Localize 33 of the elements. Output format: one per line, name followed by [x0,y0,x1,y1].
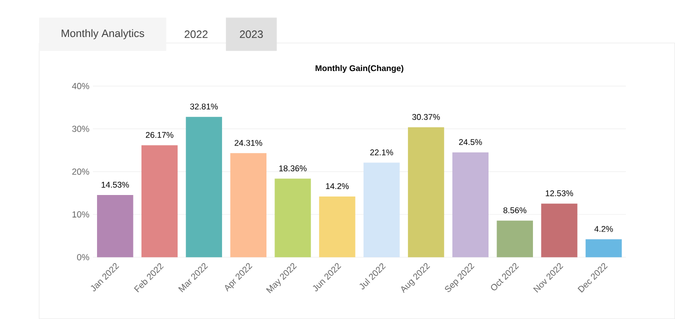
bar [496,220,533,258]
bar [364,162,400,258]
text: 2022 [184,30,208,38]
y-tick-label: 30% [72,126,90,132]
bar [186,116,222,258]
data-label: 14.53% [102,182,129,188]
text: Monthly Analytics [62,29,144,40]
bar [408,127,444,258]
data-label: 14.2% [326,183,349,190]
chart-title: Monthly Gain(Change) [316,65,404,73]
bar [319,196,356,258]
y-tick-label: 10% [72,211,90,218]
bar [230,153,266,258]
y-tick-label: 0% [77,254,90,260]
data-label: 26.17% [146,132,174,138]
data-label: 24.31% [234,140,262,146]
bar [141,145,178,258]
data-label: 32.81% [190,104,218,110]
bar [274,178,311,258]
data-label: 18.36% [279,165,307,172]
bar [97,195,134,258]
data-label: 30.37% [412,114,440,120]
bar [452,152,489,258]
data-label: 12.53% [546,190,574,196]
text: 2023 [240,30,263,38]
data-label: 8.56% [503,207,526,214]
bar [541,204,578,258]
bar [586,239,622,258]
data-label: 24.5% [459,139,482,145]
y-tick-label: 20% [72,168,90,175]
y-tick-label: 40% [72,82,90,90]
data-label: 22.1% [370,149,394,156]
data-label: 4.2% [594,226,613,232]
